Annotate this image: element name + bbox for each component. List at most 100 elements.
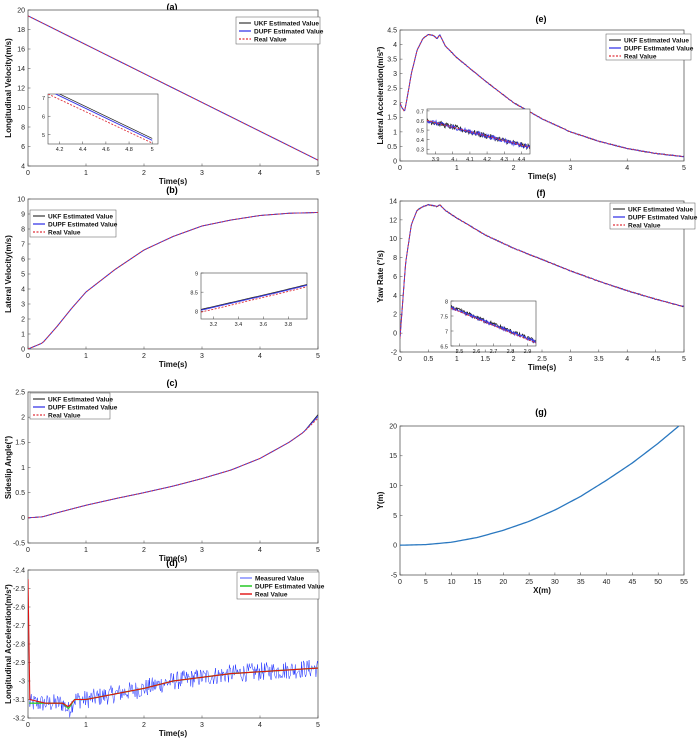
x-tick-label: 2.9 xyxy=(524,349,532,355)
x-tick-label: 4.2 xyxy=(483,157,491,163)
y-tick-label: -3 xyxy=(19,678,25,685)
chart-panel-a: (a)0 1 2 3 4 5468101214161820Time(s)Longitudi… xyxy=(4,2,324,186)
y-tick-label: 0.3 xyxy=(416,148,424,154)
x-tick-label: 0 xyxy=(26,722,30,729)
y-tick-label: 7 xyxy=(445,329,448,335)
x-tick-label: 15 xyxy=(474,579,482,586)
series-line-dupf xyxy=(201,284,307,311)
chart-panel-e: (e) 0 1 2 3 4 5 0 0.5 1 1.5 2 2.5 3 3.5 4 4.5 Time(s) Late… xyxy=(376,14,694,181)
x-tick-label: 4 xyxy=(258,353,262,360)
series-line-dupf xyxy=(54,94,153,141)
x-tick-label: 4.4 xyxy=(79,147,87,153)
y-axis-label: Sideslip Angle(°) xyxy=(4,435,13,499)
x-tick-label: 2.6 xyxy=(473,349,481,355)
zoom-inset: 3.2 3.4 3.6 3.8 8 8.5 9 xyxy=(190,271,308,328)
series-line-dupf xyxy=(427,119,530,149)
y-tick-label: 10 xyxy=(389,483,397,490)
y-tick-label: 1.5 xyxy=(387,115,397,122)
x-tick-label: 2 xyxy=(142,170,146,177)
x-tick-label: 5 xyxy=(682,165,686,172)
series-group xyxy=(400,203,684,339)
series-line-real xyxy=(451,307,536,344)
y-tick-label: -2.7 xyxy=(13,623,25,630)
series-group xyxy=(48,94,153,144)
chart-title: (a) xyxy=(167,2,178,12)
x-axis-label: Time(s) xyxy=(159,554,188,563)
series-line-measured xyxy=(28,660,318,718)
x-tick-label: 30 xyxy=(551,579,559,586)
x-tick-label: 1 xyxy=(455,356,459,363)
x-tick-label: 3 xyxy=(200,170,204,177)
x-tick-label: 3.4 xyxy=(235,322,243,328)
y-tick-label: 6.5 xyxy=(440,344,448,350)
x-tick-label: 3.5 xyxy=(594,356,604,363)
y-tick-label: 2.5 xyxy=(387,86,397,93)
y-tick-label: -2.9 xyxy=(13,660,25,667)
series-group xyxy=(28,579,318,718)
y-tick-label: 18 xyxy=(17,27,25,34)
legend-label: UKF Estimated Value xyxy=(254,20,319,27)
y-tick-label: 16 xyxy=(17,46,25,53)
series-group xyxy=(400,426,680,546)
zoom-inset: 2.5 2.6 2.7 2.8 2.9 6.5 7 7.5 8 xyxy=(440,299,537,355)
x-tick-label: 2.7 xyxy=(490,349,498,355)
x-tick-label: 4.8 xyxy=(125,147,133,153)
y-tick-label: -2.5 xyxy=(13,586,25,593)
x-axis-label: Time(s) xyxy=(159,729,188,738)
y-tick-label: 20 xyxy=(389,423,397,430)
x-tick-label: 5 xyxy=(682,356,686,363)
chart-panel-b: (b) 0 1 2 3 4 5 0 1 2 3 4 5 6 7 8 9 10 Time(s) Lateral Velo… xyxy=(4,185,320,369)
zoom-inset: 4.2 4.4 4.6 4.8 5 5 6 7 xyxy=(42,93,159,153)
y-tick-label: 8.5 xyxy=(190,291,198,297)
x-tick-label: 50 xyxy=(654,579,662,586)
y-tick-label: 2 xyxy=(393,100,397,107)
x-tick-label: 3 xyxy=(568,165,572,172)
legend-label: Real Value xyxy=(254,36,287,43)
x-tick-label: 5 xyxy=(316,722,320,729)
legend-label: Measured Value xyxy=(255,575,305,582)
x-axis-label: Time(s) xyxy=(528,363,557,372)
y-axis-label: Y(m) xyxy=(376,491,385,509)
series-line-real xyxy=(48,94,153,144)
chart-title: (c) xyxy=(167,378,178,388)
y-tick-label: 14 xyxy=(389,198,397,205)
x-tick-label: 3.8 xyxy=(284,322,292,328)
legend-label: UKF Estimated Value xyxy=(48,213,113,220)
y-tick-label: 0.5 xyxy=(416,128,424,134)
series-line-real_red xyxy=(28,579,318,708)
legend-label: Real Value xyxy=(255,591,288,598)
x-tick-label: 3.6 xyxy=(260,322,268,328)
y-tick-label: 8 xyxy=(393,255,397,262)
y-tick-label: 5 xyxy=(393,513,397,520)
y-tick-label: 6 xyxy=(21,256,25,263)
x-tick-label: 4.4 xyxy=(518,157,526,163)
y-tick-label: -2.6 xyxy=(13,604,25,611)
x-axis-label: Time(s) xyxy=(528,172,557,181)
y-tick-label: 0 xyxy=(21,346,25,353)
x-tick-label: 2 xyxy=(142,722,146,729)
legend-label: UKF Estimated Value xyxy=(624,37,689,44)
series-group xyxy=(28,15,318,161)
y-tick-label: 4 xyxy=(21,163,25,170)
x-tick-label: 2.5 xyxy=(537,356,547,363)
y-tick-label: 0 xyxy=(21,515,25,522)
x-tick-label: 1 xyxy=(455,165,459,172)
y-tick-label: 3.5 xyxy=(387,57,397,64)
y-tick-label: 12 xyxy=(389,217,397,224)
y-axis-label: Longitudinal Velocity(m/s) xyxy=(4,38,13,138)
y-tick-label: -3.1 xyxy=(13,697,25,704)
y-axis-label: Yaw Rate (°/s) xyxy=(376,250,385,303)
x-axis-label: Time(s) xyxy=(159,177,188,186)
x-tick-label: 0 xyxy=(26,547,30,554)
y-tick-label: 8 xyxy=(195,310,198,316)
y-tick-label: 1 xyxy=(21,465,25,472)
y-tick-label: 4 xyxy=(21,286,25,293)
y-tick-label: 0.6 xyxy=(416,119,424,125)
x-tick-label: 1 xyxy=(84,547,88,554)
y-tick-label: 8 xyxy=(21,226,25,233)
x-tick-label: 3.9 xyxy=(432,157,440,163)
chart-panel-f: (f)0 0.5 1 1.5 2 2.5 3 3.5 4 4.5 5-202468101214Tim… xyxy=(376,188,698,372)
